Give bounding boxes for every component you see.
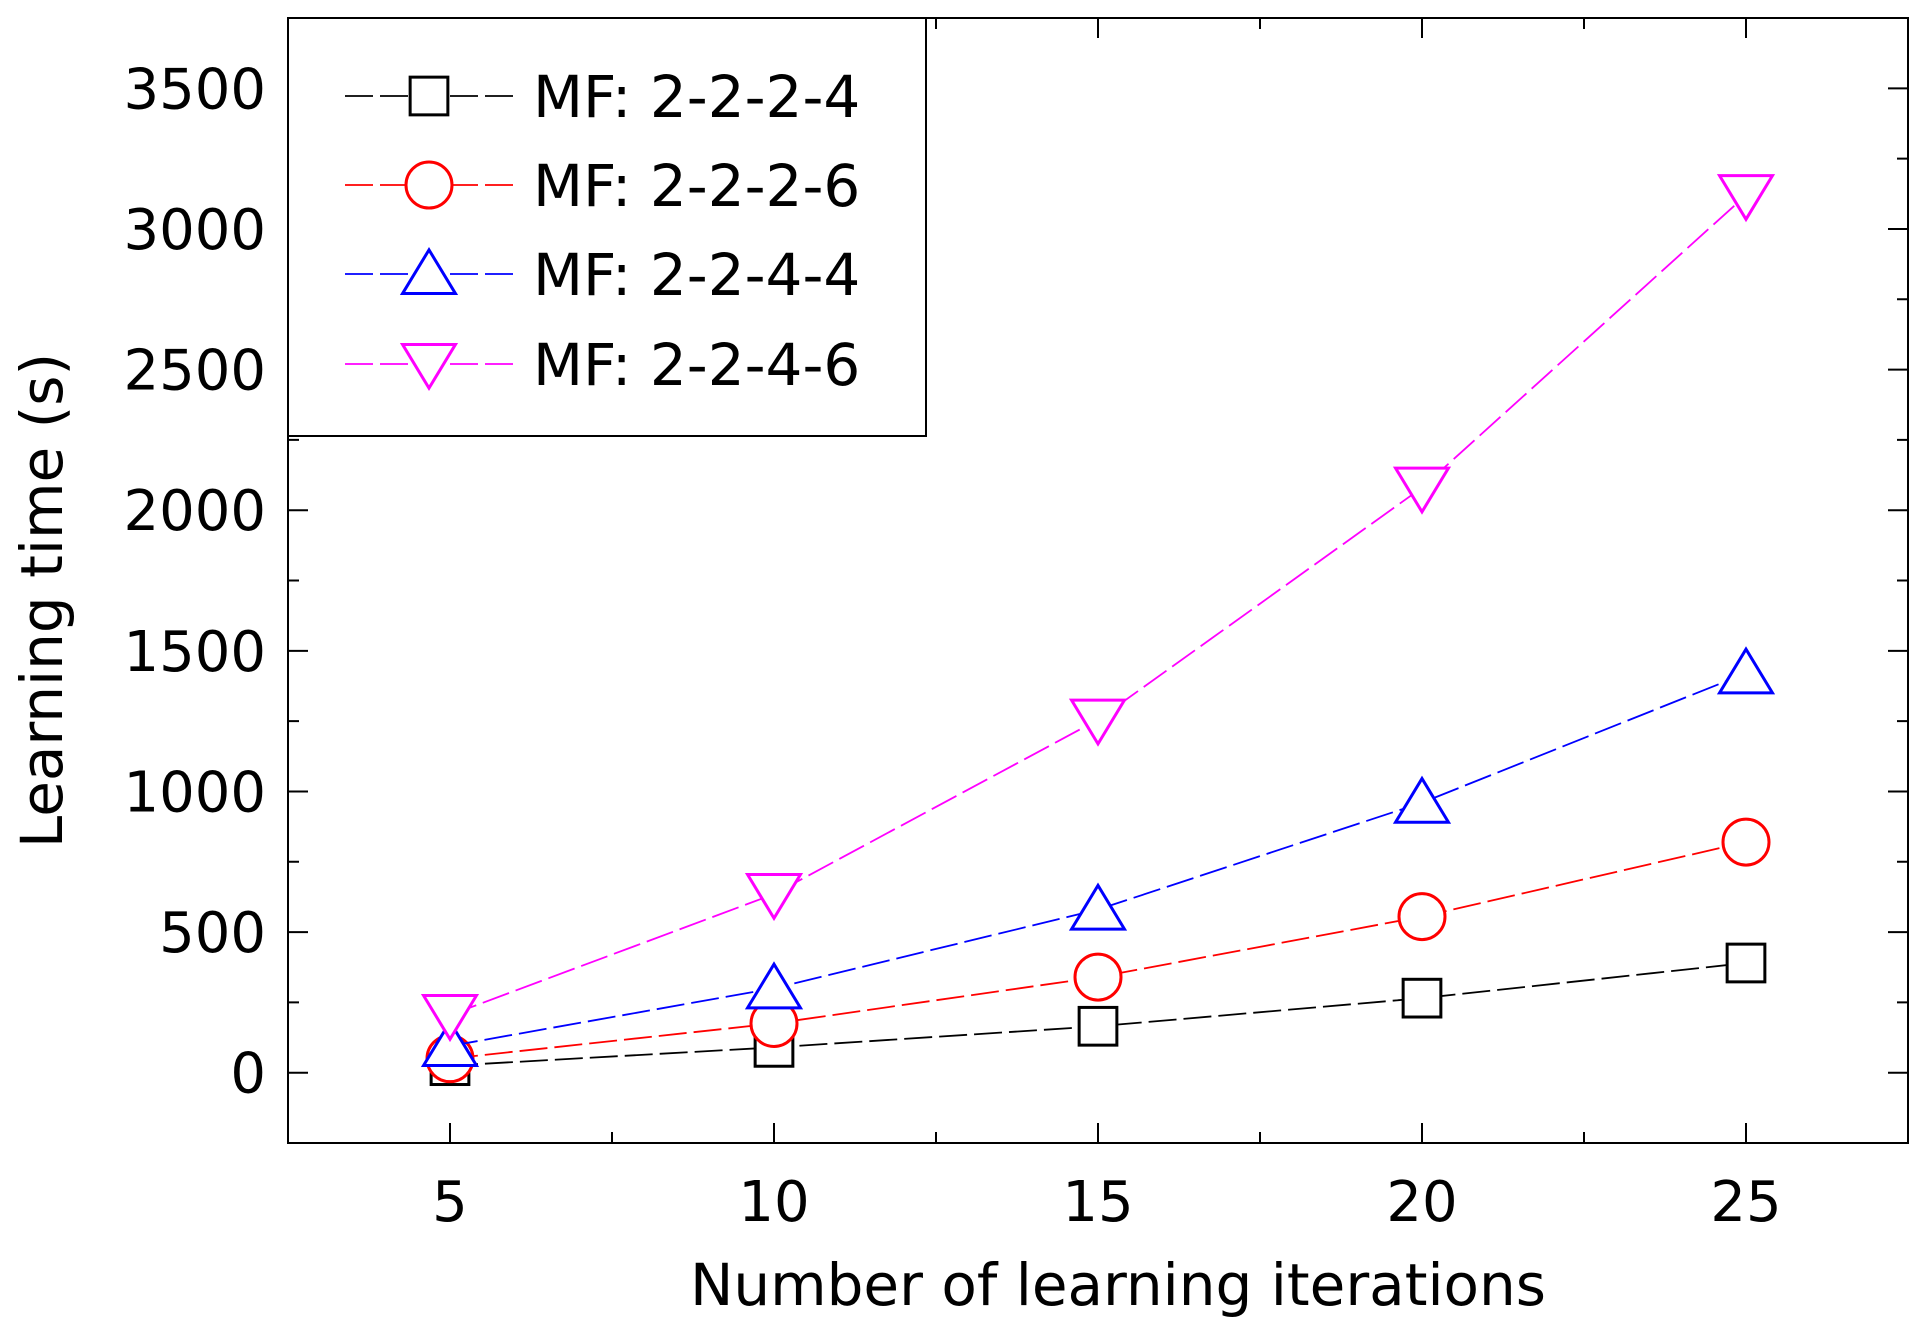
legend-label: MF: 2-2-4-4 <box>533 241 860 309</box>
x-tick-label: 20 <box>1386 1170 1457 1235</box>
y-tick-label: 1000 <box>123 760 266 825</box>
data-point <box>1073 952 1123 1002</box>
legend-entry: MF: 2-2-2-6 <box>345 152 860 220</box>
y-tick-label: 1500 <box>123 620 266 685</box>
legend-marker <box>404 160 454 210</box>
legend-marker <box>399 246 459 296</box>
data-point <box>1716 646 1776 695</box>
x-tick-label: 15 <box>1062 1170 1133 1235</box>
data-point <box>1401 977 1443 1019</box>
y-axis-title: Learning time (s) <box>8 353 76 848</box>
ticks-layer: 5 10 15 20 25 0 500 1000 1500 2000 2500 3000 3500 <box>123 18 1908 1235</box>
legend-entry: MF: 2-2-2-4 <box>345 63 860 131</box>
data-point <box>1068 698 1128 747</box>
y-tick-label: 0 <box>230 1042 266 1107</box>
series-layer <box>420 174 1776 1087</box>
legend-label: MF: 2-2-2-4 <box>533 63 860 131</box>
legend-box <box>287 17 927 437</box>
series-3 <box>420 646 1776 1068</box>
data-point <box>420 1018 480 1068</box>
x-axis-title: Number of learning iterations <box>690 1251 1546 1319</box>
data-point <box>1392 775 1452 824</box>
legend-marker <box>399 342 459 392</box>
y-tick-label: 500 <box>159 901 266 966</box>
legend-label: MF: 2-2-4-6 <box>533 331 860 399</box>
legend-entry: MF: 2-2-4-6 <box>345 331 860 399</box>
data-point <box>1068 882 1128 931</box>
legend-entry: MF: 2-2-4-4 <box>345 241 860 309</box>
legend: MF: 2-2-2-4 MF: 2-2-2-6 MF: 2-2-4-4 MF: 2-2… <box>287 17 927 437</box>
data-point <box>1077 1005 1119 1047</box>
y-tick-label: 2500 <box>123 339 266 404</box>
data-point <box>1397 892 1447 942</box>
data-point <box>1725 942 1767 984</box>
x-tick-label: 5 <box>432 1170 468 1235</box>
data-point <box>744 873 804 922</box>
x-tick-label: 25 <box>1710 1170 1781 1235</box>
legend-label: MF: 2-2-2-6 <box>533 152 860 220</box>
y-tick-label: 3000 <box>123 198 266 263</box>
data-point <box>1716 174 1776 223</box>
data-point <box>744 961 804 1010</box>
data-point <box>1721 817 1771 867</box>
legend-marker <box>408 75 450 117</box>
y-tick-label: 3500 <box>123 57 266 122</box>
series-4 <box>420 174 1776 1043</box>
data-point <box>1392 466 1452 515</box>
series-line <box>449 672 1747 1047</box>
x-tick-label: 10 <box>738 1170 809 1235</box>
data-point <box>420 993 480 1043</box>
y-tick-label: 2000 <box>123 479 266 544</box>
